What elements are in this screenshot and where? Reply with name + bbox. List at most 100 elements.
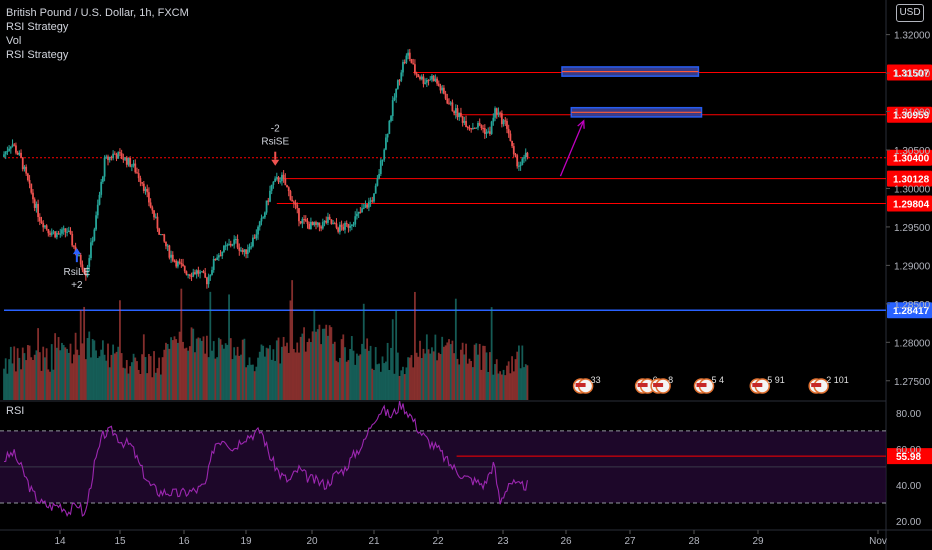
volume-bar <box>207 357 210 400</box>
candle-body <box>299 221 302 224</box>
study-label-rsi-strategy-2[interactable]: RSI Strategy <box>6 49 69 61</box>
volume-bar <box>149 356 152 400</box>
volume-bar <box>301 333 304 400</box>
candle-body <box>224 245 227 247</box>
candle-body <box>3 154 5 157</box>
candle-body <box>519 164 522 166</box>
candle-body <box>71 233 74 246</box>
volume-bar <box>357 355 360 400</box>
volume-bar <box>395 310 398 400</box>
volume-bar <box>32 359 34 400</box>
volume-bar <box>506 365 508 400</box>
volume-bar <box>119 300 121 400</box>
candle-body <box>28 180 31 184</box>
candle-body <box>308 223 311 230</box>
volume-bar <box>185 347 188 400</box>
volume-bar <box>475 343 478 400</box>
volume-bar <box>354 364 357 400</box>
currency-button[interactable]: USD <box>896 4 924 22</box>
volume-bar <box>425 334 428 400</box>
candle-body <box>110 156 113 158</box>
flag-stripe <box>752 383 763 387</box>
candle-body <box>415 73 418 75</box>
candle-body <box>526 152 529 158</box>
volume-bar <box>282 336 285 400</box>
volume-bar <box>489 352 491 400</box>
time-tick-label: 27 <box>624 536 636 547</box>
candle-body <box>55 233 58 238</box>
volume-bar <box>495 359 498 400</box>
volume-bar <box>205 335 208 400</box>
volume-bar <box>202 336 205 400</box>
volume-bar <box>4 358 7 400</box>
volume-bar <box>103 354 106 400</box>
price-tick-label: 1.29000 <box>894 261 931 272</box>
candle-body <box>524 152 527 158</box>
volume-bar <box>139 373 142 400</box>
candle-body <box>398 80 401 82</box>
time-tick-label: 28 <box>688 536 700 547</box>
volume-bar <box>136 361 138 400</box>
volume-bar <box>112 344 115 400</box>
volume-bar <box>403 374 406 400</box>
volume-bar <box>6 373 9 400</box>
volume-bar <box>294 352 297 400</box>
price-tick-label: 1.31500 <box>894 69 931 80</box>
volume-bar <box>69 343 72 400</box>
candle-body <box>96 204 99 216</box>
volume-bar <box>287 352 290 400</box>
volume-bar <box>76 349 79 400</box>
volume-bar <box>122 367 125 400</box>
volume-bar <box>156 368 159 400</box>
volume-bar <box>50 344 53 400</box>
candle-body <box>442 87 445 94</box>
symbol-title[interactable]: British Pound / U.S. Dollar, 1h, FXCM <box>6 7 189 19</box>
candle-body <box>112 153 115 158</box>
price-level-label: 1.30959 <box>893 111 930 122</box>
volume-bar <box>64 347 67 400</box>
candle-body <box>33 199 36 208</box>
volume-bar <box>229 338 232 400</box>
candle-body <box>478 122 481 126</box>
candle-body <box>318 222 321 227</box>
candle-body <box>345 223 348 225</box>
candle-body <box>95 215 97 230</box>
volume-bar <box>487 371 490 400</box>
study-label-vol[interactable]: Vol <box>6 35 22 47</box>
candle-body <box>420 76 423 80</box>
candle-body <box>274 178 276 182</box>
volume-bar <box>223 348 225 400</box>
candle-body <box>275 177 278 179</box>
price-tick-label: 1.32000 <box>894 31 931 42</box>
candle-body <box>425 80 428 83</box>
candle-body <box>171 254 174 261</box>
candle-body <box>301 219 304 224</box>
candle-body <box>88 258 91 267</box>
flag-stripe <box>637 383 648 387</box>
candle-body <box>103 157 106 177</box>
candle-body <box>163 234 166 242</box>
volume-bar <box>444 345 447 400</box>
volume-bar <box>178 331 181 400</box>
candle-body <box>59 233 62 235</box>
candle-body <box>492 117 495 122</box>
candle-body <box>294 202 297 205</box>
candle-body <box>200 271 203 273</box>
price-level-tag <box>887 170 932 187</box>
candle-body <box>246 249 249 254</box>
volume-bar <box>211 350 213 400</box>
candle-body <box>49 233 51 235</box>
candle-body <box>252 237 254 247</box>
candle-body <box>417 74 420 78</box>
candle-body <box>441 87 444 91</box>
volume-bar <box>26 345 29 400</box>
candle-body <box>216 257 219 261</box>
price-level-tag <box>887 149 932 166</box>
candle-body <box>422 76 425 84</box>
study-label-rsi-strategy[interactable]: RSI Strategy <box>6 21 69 33</box>
price-level-tag <box>887 195 932 212</box>
volume-bar <box>132 353 135 400</box>
candle-body <box>376 178 379 186</box>
volume-bar <box>269 345 271 400</box>
